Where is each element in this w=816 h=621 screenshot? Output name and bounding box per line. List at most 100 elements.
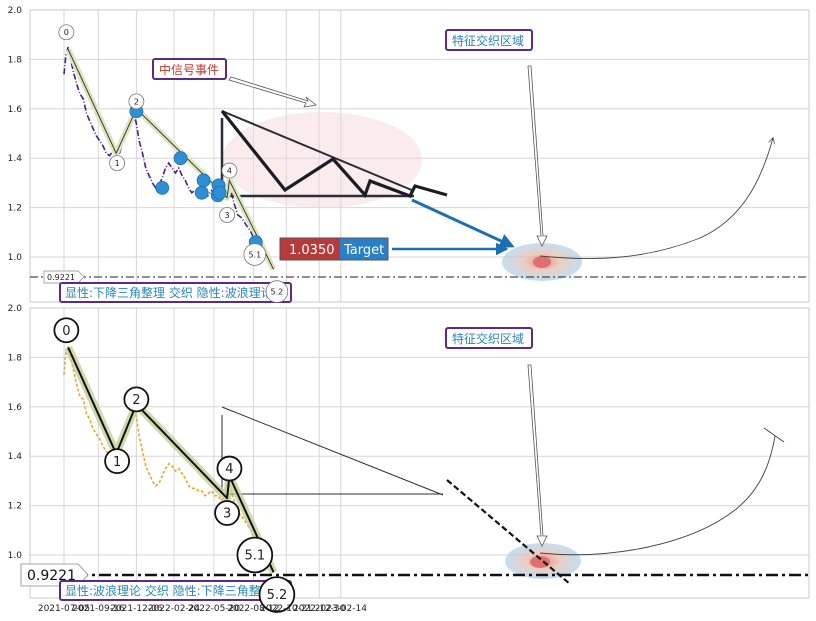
top-frame (29, 9, 810, 303)
y-tick-label: 1.8 (8, 353, 23, 363)
wave-label: 1 (109, 155, 126, 172)
wave-label-circle (221, 162, 238, 179)
wave-label-circle (265, 280, 289, 303)
wave-label-text: 3 (223, 507, 231, 522)
bottom-zone-callout: 特征交织区域 (445, 327, 548, 547)
bottom-grid (30, 307, 809, 598)
y-tick-label: 1.4 (8, 452, 23, 462)
wave-label-text: 1 (113, 455, 121, 470)
y-tick-label: 1.6 (8, 403, 23, 413)
x-tick-label: 2022-02-24 (148, 604, 201, 614)
target-label: Target (343, 243, 384, 258)
top-panel: 0.9221 中信号事件 特征交织区域 1.0350 Target 显性:下降三… (8, 6, 810, 303)
wave-label: 5.2 (258, 576, 296, 613)
wave-label-text: 5.1 (244, 549, 265, 564)
wave-label-circle (128, 93, 145, 110)
bottom-zone-callout-text: 特征交织区域 (452, 331, 524, 346)
bottom-triangle-pattern (221, 406, 444, 496)
y-tick-label: 1.2 (8, 502, 22, 512)
triangle-zone-shade (222, 112, 422, 208)
bottom-projection-curve (539, 435, 776, 556)
wave-label: 4 (216, 455, 243, 482)
wave-label-circle (104, 448, 131, 475)
projection-curve (539, 138, 773, 259)
pattern-dot (194, 185, 209, 200)
event-callout-text: 中信号事件 (159, 62, 219, 77)
wave-label-circle (216, 455, 243, 482)
event-callout-arrow (228, 76, 317, 108)
baseline-label: 0.9221 (47, 273, 75, 282)
y-tick-label: 1.6 (8, 105, 23, 115)
wave-label-text: 4 (225, 462, 233, 477)
y-tick-label: 1.0 (8, 253, 23, 263)
x-tick-label: 2023-02-14 (315, 604, 368, 614)
zone-callout: 特征交织区域 (445, 29, 548, 247)
wave-label-circle (236, 536, 274, 574)
bottom-interweave-core (530, 556, 550, 568)
bottom-triangle-upper (221, 406, 444, 496)
top-legend-text: 显性:下降三角整理 交织 隐性:波浪理论 (65, 285, 273, 300)
wave-label: 2 (128, 93, 145, 110)
wave-label: 5.1 (243, 243, 267, 266)
wave-leg-arrow (411, 198, 515, 248)
wave-label-circle (123, 386, 150, 413)
y-tick-label: 1.2 (8, 204, 22, 214)
wave-label-text: 5.1 (248, 250, 261, 259)
wave-label: 0 (53, 317, 80, 344)
x-tick-label: 2022-08-12 (227, 604, 279, 614)
zone-callout-text: 特征交织区域 (452, 33, 524, 48)
x-tick-label: 2021-07-05 (38, 604, 90, 614)
wave-label: 3 (219, 207, 235, 223)
pattern-dot (196, 173, 211, 188)
y-tick-label: 2.0 (8, 6, 23, 16)
event-callout: 中信号事件 (152, 58, 317, 108)
wave-label-circle (109, 155, 126, 172)
wave-label: 5.2 (265, 280, 289, 303)
triangle-upper-line (221, 110, 415, 192)
top-y-tick-labels: 1.0 1.2 1.4 1.6 1.8 2.0 (8, 6, 23, 263)
bottom-projection-cap (763, 427, 785, 443)
baseline-label-tag: 0.9221 (43, 270, 85, 284)
wave-label-text: 5.2 (271, 287, 284, 296)
pattern-dot (212, 185, 227, 200)
bottom-wave-halo (64, 345, 278, 574)
wave-label-circle (53, 317, 80, 344)
wave-label-text: 0 (62, 324, 70, 339)
wave-label-circle (219, 207, 235, 223)
wave-label-text: 0 (64, 28, 69, 37)
y-tick-label: 1.4 (8, 154, 23, 164)
wave-label: 0 (58, 24, 75, 41)
pattern-dot (155, 180, 170, 195)
y-tick-label: 1.0 (8, 551, 23, 561)
bottom-legend-text: 显性:波浪理论 交织 隐性:下降三角整理 (65, 583, 273, 598)
wave-label-circle (214, 500, 240, 526)
wave-label-circle (243, 243, 267, 266)
x-tick-label: 2021-12-06 (110, 604, 163, 614)
bottom-frame (29, 307, 810, 599)
bottom-wave-path (67, 347, 275, 573)
bottom-zone-callout-arrow (527, 364, 548, 547)
pattern-dots (129, 104, 263, 250)
price-series-line (63, 46, 259, 246)
wave-label: 3 (214, 500, 240, 526)
bottom-panel: 0.9221 特征交织区域 显性:波浪理论 交织 隐性:下降三角整理 01234… (8, 304, 810, 613)
x-tick-label: 2022-10-21 (260, 604, 312, 614)
wave-label-circle (58, 24, 75, 41)
wave-label: 5.1 (236, 536, 274, 574)
pattern-dot (173, 151, 188, 166)
target-box: 1.0350 Target (279, 237, 509, 261)
wave-label-text: 2 (132, 393, 140, 408)
wave-label-text: 2 (134, 97, 139, 106)
wave-label-text: 4 (227, 166, 232, 175)
wave-label: 2 (123, 386, 150, 413)
top-wave-labels: 0 1 2 3 4 5.1 5.2 (58, 24, 289, 303)
wave-label-circle (258, 576, 296, 613)
wave-label-text: 5.2 (267, 588, 288, 603)
target-value: 1.0350 (289, 243, 335, 258)
triangle-zigzag (220, 110, 448, 199)
x-tick-label: 2022-12-30 (293, 604, 346, 614)
x-tick-label: 2021-09-16 (72, 604, 125, 614)
bottom-wave-labels: 0 1 2 3 4 5.1 5.2 (53, 317, 296, 613)
x-tick-label: 2022-05-20 (188, 604, 241, 614)
x-tick-labels: 2021-07-052021-09-162021-12-062022-02-24… (38, 604, 367, 614)
